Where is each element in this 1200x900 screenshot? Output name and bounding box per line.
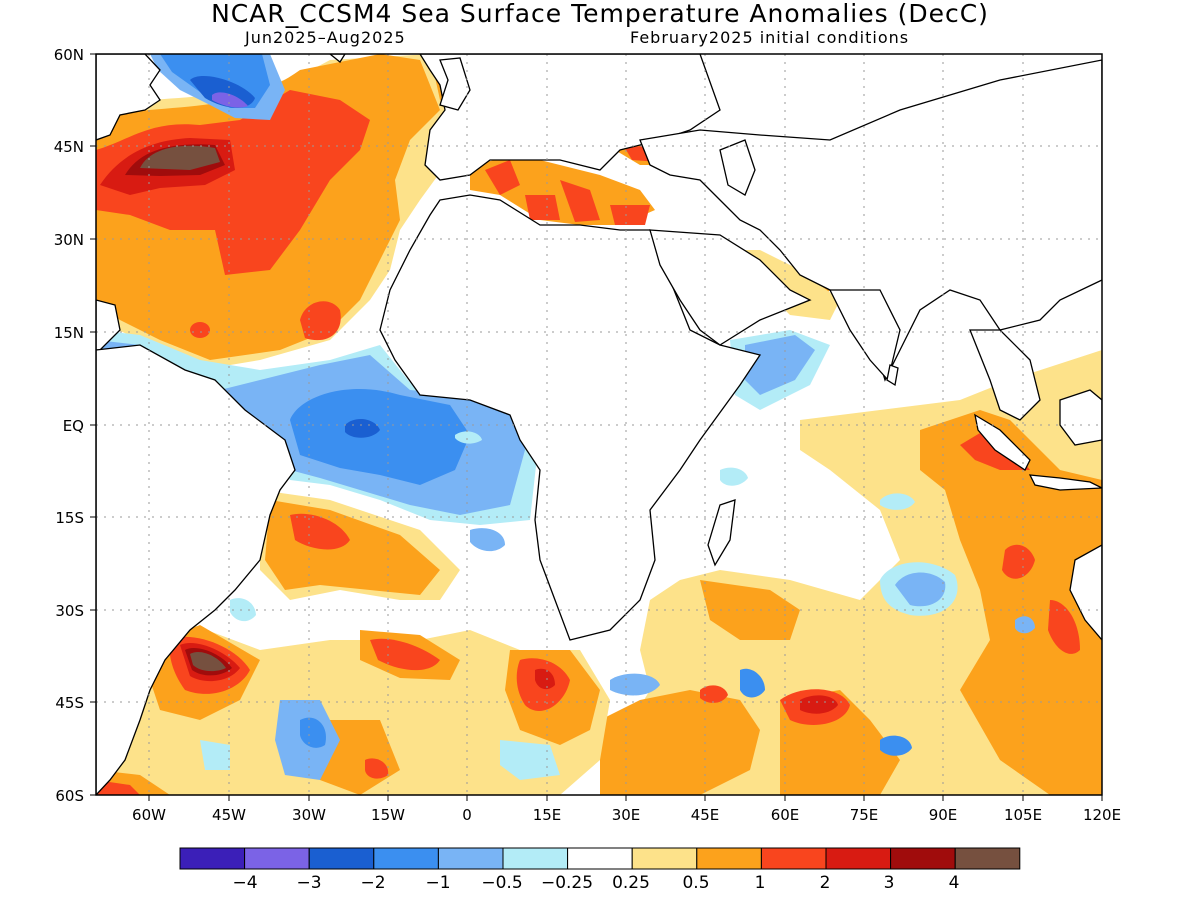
colorbar-swatch [890,847,956,870]
lat-label: 15S [55,509,84,527]
colorbar-label: 0.5 [682,873,710,893]
colorbar-swatch [760,847,827,870]
lat-label: 30S [55,602,84,620]
lon-label: 0 [462,806,472,824]
lon-label: 45E [691,806,720,824]
initial-conditions: February2025 initial conditions [630,28,910,47]
colorbar-label: −2 [360,873,386,893]
lon-label: 75E [850,806,879,824]
latitude-axis [90,53,96,796]
colorbar-label: −3 [296,873,322,893]
lat-label: 15N [54,324,84,342]
colorbar-swatch [567,847,633,870]
lon-label: 45W [212,806,246,824]
lon-label: 60W [132,806,166,824]
warm-region-mediterranean [470,155,655,225]
colorbar-swatch [244,847,310,870]
latitude-labels: 60N 45N 30N 15N EQ 15S 30S 45S 60S [54,46,84,805]
colorbar-label: 2 [819,873,831,893]
land-outlines [96,54,1102,795]
colorbar-swatch [696,847,762,870]
colorbar [179,847,1021,870]
colorbar-label: −4 [232,873,258,893]
colorbar-label: 0.25 [612,873,650,893]
land-africa [379,194,762,641]
colorbar-swatch [437,847,504,870]
lon-label: 30W [292,806,326,824]
warm-region-gulfstream [96,90,370,275]
colorbar-swatch [825,847,892,870]
colorbar-label: −0.25 [540,873,594,893]
longitude-axis [148,795,1103,801]
lon-label: 120E [1083,806,1121,824]
colorbar-swatch [502,847,569,870]
lon-label: 30E [612,806,641,824]
lat-label: 30N [54,231,84,249]
lat-label: 45S [55,694,84,712]
forecast-period: Jun2025–Aug2025 [245,28,406,47]
colorbar-label: 1 [754,873,766,893]
lon-label: 15E [533,806,562,824]
lat-label: 60N [54,46,84,64]
colorbar-swatch [308,847,375,870]
colorbar-swatch [373,847,439,870]
longitude-labels: 60W 45W 30W 15W 0 15E 30E 45E 60E 75E 90… [132,806,1121,824]
land-europe [419,54,721,181]
map-title: NCAR_CCSM4 Sea Surface Temperature Anoma… [211,0,989,28]
land-arabia [649,229,812,346]
lon-label: 90E [929,806,958,824]
colorbar-swatch [179,847,246,870]
land-north-america [96,54,161,141]
land-south-america [96,344,296,795]
land-australia [1069,544,1102,642]
colorbar-swatch [954,847,1021,870]
lon-label: 105E [1004,806,1042,824]
lon-label: 15W [371,806,405,824]
graticule [96,54,1102,795]
colorbar-label: −0.5 [481,873,523,893]
lat-label: 45N [54,138,84,156]
colorbar-label: 3 [883,873,895,893]
lat-label: 60S [55,787,84,805]
colorbar-label: −1 [425,873,451,893]
colorbar-label: 4 [948,873,960,893]
lon-label: 60E [771,806,800,824]
colorbar-swatch [631,847,698,870]
lat-label: EQ [63,417,84,435]
